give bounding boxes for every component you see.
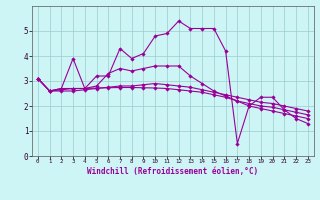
X-axis label: Windchill (Refroidissement éolien,°C): Windchill (Refroidissement éolien,°C) xyxy=(87,167,258,176)
